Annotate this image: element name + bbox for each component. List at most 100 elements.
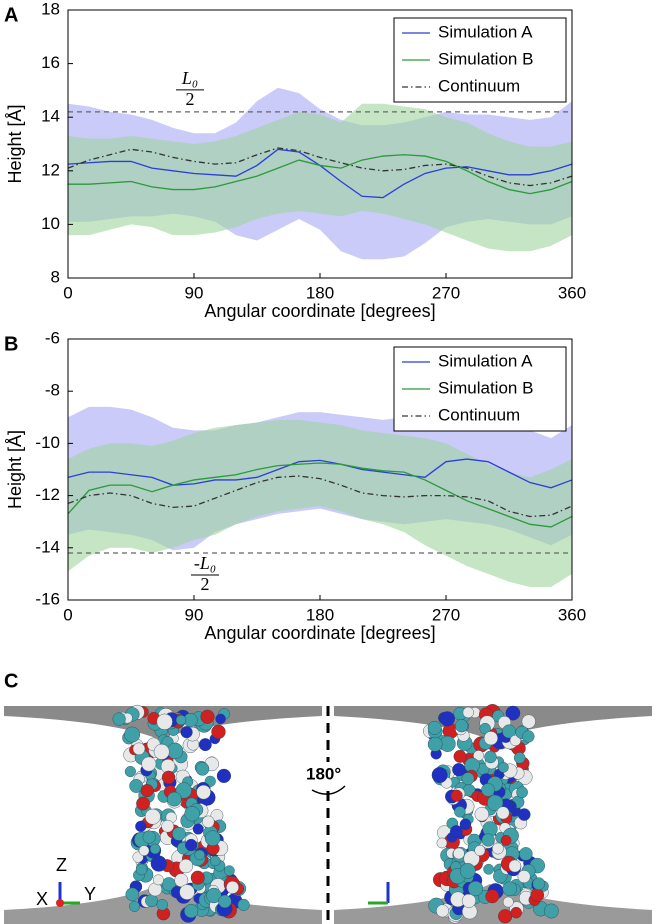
- atom: [192, 823, 204, 835]
- x-tick-label: 360: [558, 605, 586, 624]
- atom: [461, 772, 475, 786]
- x-axis-title: Angular coordinate [degrees]: [204, 301, 435, 321]
- atom: [481, 783, 495, 797]
- atom: [129, 901, 140, 912]
- legend-label: Continuum: [438, 76, 520, 95]
- series-line: [68, 154, 573, 195]
- atom: [474, 807, 489, 822]
- y-tick-label: 12: [41, 160, 60, 179]
- atom: [196, 784, 211, 800]
- atom: [226, 880, 239, 894]
- atom: [532, 877, 546, 891]
- atom: [513, 752, 526, 764]
- legend-label: Simulation B: [438, 49, 533, 68]
- atom: [459, 818, 472, 830]
- panel-label: C: [4, 670, 18, 692]
- atom: [195, 762, 210, 776]
- atom: [184, 903, 199, 919]
- atom: [510, 906, 522, 919]
- atom: [450, 825, 463, 838]
- legend-label: Simulation A: [438, 351, 533, 370]
- y-tick-label: -10: [35, 433, 60, 452]
- atom: [145, 894, 158, 908]
- annotation: -L₀: [194, 553, 216, 573]
- atom: [453, 749, 467, 763]
- atom: [140, 784, 154, 798]
- atom: [178, 858, 194, 874]
- atom: [455, 719, 469, 733]
- atom: [184, 806, 200, 822]
- atom: [474, 845, 486, 856]
- atom: [509, 734, 521, 747]
- atom: [439, 711, 455, 727]
- atom: [484, 750, 497, 764]
- atom: [496, 806, 510, 820]
- y-axis-title: Height [Å]: [5, 430, 25, 509]
- atom: [483, 731, 498, 746]
- atom: [136, 796, 150, 811]
- legend-label: Simulation A: [438, 22, 533, 41]
- atom: [135, 863, 148, 876]
- y-tick-label: 14: [41, 107, 60, 126]
- atom: [453, 847, 465, 860]
- atom: [522, 730, 535, 743]
- panel-label: A: [4, 4, 18, 26]
- atom: [202, 815, 215, 828]
- molecules: [112, 704, 559, 924]
- rotation-label: 180°: [306, 764, 341, 783]
- annotation: L₀: [181, 68, 198, 88]
- atom: [462, 706, 474, 719]
- atom: [152, 874, 164, 886]
- annotation: 2: [186, 89, 195, 109]
- atom: [508, 859, 522, 873]
- panel-label: B: [4, 333, 18, 355]
- atom: [161, 819, 174, 833]
- atom: [237, 898, 250, 911]
- legend-label: Simulation B: [438, 378, 533, 397]
- atom: [224, 865, 235, 876]
- x-tick-label: 90: [185, 283, 204, 302]
- atom: [427, 720, 442, 735]
- x-tick-label: 180: [306, 283, 334, 302]
- y-tick-label: 10: [41, 214, 60, 233]
- series-line: [67, 475, 573, 518]
- atom: [454, 806, 466, 818]
- atom: [502, 881, 518, 897]
- rotation-arrow: [311, 785, 346, 795]
- atom: [135, 820, 147, 832]
- atom: [149, 843, 161, 855]
- y-tick-label: 8: [51, 267, 60, 286]
- atom: [156, 899, 168, 911]
- y-tick-label: 18: [41, 0, 60, 18]
- atom: [517, 808, 531, 821]
- x-tick-label: 270: [432, 605, 460, 624]
- atom: [138, 845, 150, 856]
- atom: [211, 724, 226, 739]
- atom: [166, 791, 182, 807]
- atom: [519, 847, 533, 861]
- atom: [500, 835, 512, 846]
- atom: [198, 738, 212, 752]
- atom: [185, 838, 198, 852]
- atom: [485, 889, 500, 904]
- atom: [200, 709, 215, 724]
- y-tick-label: -16: [35, 589, 60, 608]
- atom: [125, 887, 140, 902]
- x-tick-label: 90: [185, 605, 204, 624]
- atom: [479, 722, 491, 735]
- atom: [156, 713, 173, 730]
- y-tick-label: -6: [45, 328, 60, 347]
- atom: [459, 863, 476, 879]
- x-tick-label: 360: [558, 283, 586, 302]
- atom: [141, 756, 157, 772]
- atom: [180, 726, 193, 739]
- label-bg: [302, 762, 352, 788]
- x-tick-label: 270: [432, 283, 460, 302]
- atom: [481, 833, 495, 847]
- atom: [530, 888, 545, 902]
- atom: [218, 894, 232, 909]
- atom: [124, 766, 136, 778]
- atom: [543, 903, 559, 919]
- axis-label: Z: [56, 855, 67, 875]
